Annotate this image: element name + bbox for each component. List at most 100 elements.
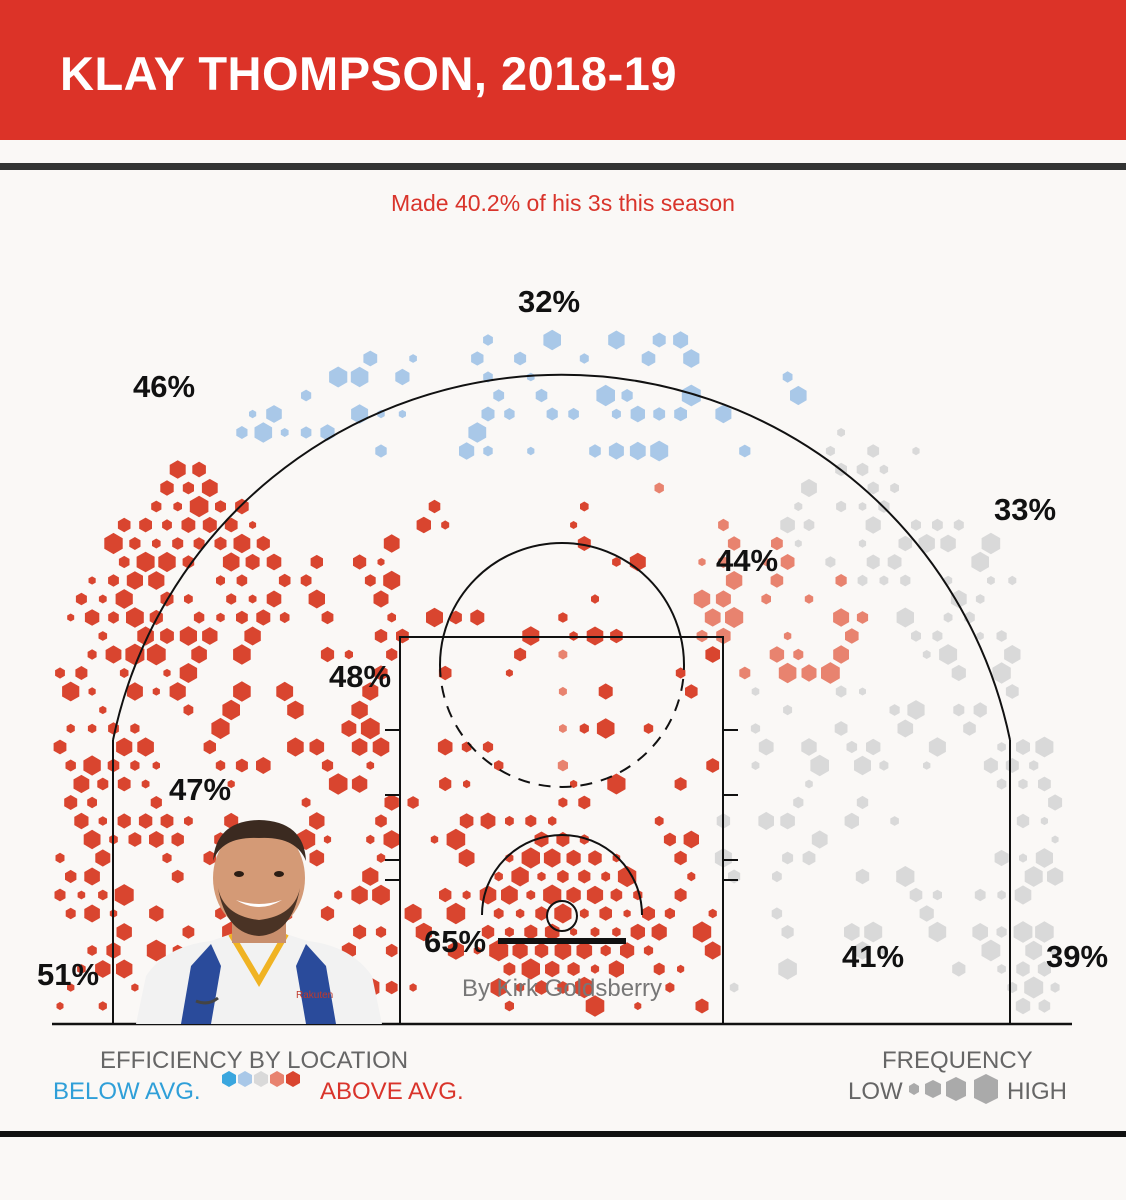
shot-hex xyxy=(362,682,379,701)
shot-hex xyxy=(471,351,484,366)
shot-hex xyxy=(778,958,797,980)
shot-hex xyxy=(681,384,701,407)
shot-hex xyxy=(695,998,709,1014)
shot-hex xyxy=(514,647,527,662)
shot-hex xyxy=(214,536,227,551)
free-throw-circle-top xyxy=(439,542,685,666)
shot-hex xyxy=(470,609,485,626)
shot-hex xyxy=(409,354,417,363)
shot-hex xyxy=(211,717,230,740)
legend-above-label: ABOVE AVG. xyxy=(320,1078,464,1105)
shot-hex xyxy=(608,960,624,978)
shot-hex xyxy=(835,685,847,698)
shot-hex xyxy=(227,779,235,789)
shot-hex xyxy=(458,848,475,868)
shot-hex xyxy=(854,941,871,960)
shot-hex xyxy=(793,648,804,661)
shot-hex xyxy=(136,551,155,573)
shot-hex xyxy=(589,444,601,458)
shot-hex xyxy=(981,532,1001,555)
shot-hex xyxy=(1013,921,1033,943)
shot-hex xyxy=(858,502,867,511)
shot-hex xyxy=(739,444,751,458)
shot-hex xyxy=(687,871,696,882)
zone-label-top-of-key: 32% xyxy=(518,284,580,319)
shot-hex xyxy=(793,796,804,809)
shot-hex xyxy=(1016,813,1030,829)
shot-hex xyxy=(527,446,535,456)
shot-hex xyxy=(1048,794,1063,811)
shot-hex xyxy=(179,663,198,683)
shot-hex xyxy=(580,501,589,512)
shot-hex xyxy=(559,724,567,733)
shot-hex xyxy=(898,535,913,552)
shot-hex xyxy=(629,441,646,461)
shot-hex xyxy=(652,332,666,348)
shot-hex xyxy=(83,829,101,850)
shot-hex xyxy=(328,773,348,795)
shot-hex xyxy=(879,464,889,475)
shot-hex xyxy=(643,723,654,734)
credit-text: By Kirk Goldsberry xyxy=(462,975,662,1002)
shot-hex xyxy=(992,662,1011,684)
shot-hex xyxy=(249,409,257,419)
shot-hex xyxy=(387,612,396,623)
shot-hex xyxy=(1035,736,1054,758)
shot-hex xyxy=(708,908,717,919)
shot-hex xyxy=(865,516,881,534)
legend-hex-freq-high xyxy=(974,1074,998,1104)
shot-hex xyxy=(98,889,108,901)
shot-hex xyxy=(751,761,760,770)
shot-hex xyxy=(64,795,78,810)
shot-hex xyxy=(939,644,958,665)
shot-hex xyxy=(321,610,334,625)
shot-hex xyxy=(801,478,817,498)
shot-hex xyxy=(940,534,956,553)
shot-hex xyxy=(116,737,133,757)
shot-hex xyxy=(301,797,311,808)
shot-hex xyxy=(493,907,504,920)
shot-hex xyxy=(173,501,182,512)
shot-hex xyxy=(395,368,410,386)
shot-hex xyxy=(526,890,536,900)
chart-subtitle: Made 40.2% of his 3s this season xyxy=(391,190,735,216)
shot-hex xyxy=(1029,760,1039,771)
shot-hex xyxy=(598,683,613,700)
shot-hex xyxy=(654,815,664,827)
shot-hex xyxy=(235,758,248,773)
shot-hex xyxy=(344,649,353,660)
shot-hex xyxy=(728,869,741,884)
shot-hex xyxy=(483,445,493,457)
three-point-arc xyxy=(112,373,1011,741)
shot-hex xyxy=(88,576,96,585)
shot-hex xyxy=(535,388,548,403)
shot-hex xyxy=(621,389,633,402)
shot-hex xyxy=(534,942,549,959)
shot-hex xyxy=(1018,778,1028,790)
shot-hex xyxy=(576,941,593,960)
shot-hex xyxy=(794,501,803,512)
shot-hex xyxy=(415,922,432,942)
legend-hex-freq-low xyxy=(909,1083,919,1095)
shot-hex xyxy=(301,389,312,402)
shot-hex xyxy=(504,1000,514,1012)
shot-hex xyxy=(579,723,589,734)
shot-hex xyxy=(84,867,100,886)
shot-hex xyxy=(320,905,335,922)
shot-hex xyxy=(95,960,111,978)
shot-hex xyxy=(524,924,538,940)
shot-hex xyxy=(846,740,858,754)
shot-hex xyxy=(856,611,869,624)
shot-hex xyxy=(566,849,581,867)
shot-hex xyxy=(77,890,86,900)
shot-hex xyxy=(543,329,561,351)
shot-hex xyxy=(193,537,205,550)
shot-hex xyxy=(374,628,388,644)
shot-hex xyxy=(715,404,732,424)
shot-hex xyxy=(439,776,452,792)
shot-hex xyxy=(83,755,101,776)
shot-hex xyxy=(1038,776,1051,792)
shot-hex xyxy=(98,816,107,826)
shot-hex xyxy=(674,777,687,791)
shot-hex xyxy=(783,704,793,716)
